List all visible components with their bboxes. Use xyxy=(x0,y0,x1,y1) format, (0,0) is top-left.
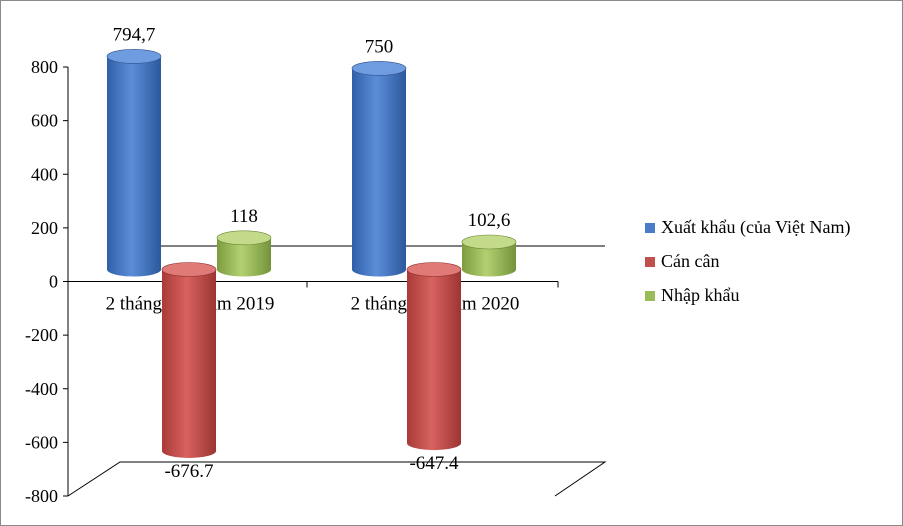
bar-cap xyxy=(106,49,162,64)
bar-body xyxy=(107,56,161,277)
bar-cap xyxy=(216,230,272,246)
bar-body xyxy=(462,241,516,277)
bar-2-1 xyxy=(461,234,517,277)
legend-label: Cán cân xyxy=(661,251,719,271)
y-tick-label: 600 xyxy=(31,111,58,131)
y-tick-label: 400 xyxy=(31,164,58,184)
y-tick-label: -600 xyxy=(25,432,58,452)
floor-outline xyxy=(67,461,607,497)
bar-body xyxy=(162,269,216,458)
bar-cap xyxy=(161,262,217,277)
bar-body xyxy=(407,269,461,451)
y-tick-label: 800 xyxy=(31,57,58,77)
y-tick-label: 200 xyxy=(31,218,58,238)
bar-0-0 xyxy=(106,49,162,277)
bar-2-0 xyxy=(216,230,272,277)
bar-1-1 xyxy=(406,262,462,451)
data-label: 750 xyxy=(365,36,394,57)
data-label: 794,7 xyxy=(113,24,156,45)
y-tick-label: -400 xyxy=(25,379,58,399)
bar-1-0 xyxy=(161,262,217,458)
bars xyxy=(106,49,517,458)
legend-swatch xyxy=(645,291,655,301)
y-axis xyxy=(63,66,559,497)
legend-label: Nhập khẩu xyxy=(661,285,739,305)
data-label: -676.7 xyxy=(164,461,213,482)
data-labels: 794,7 -676.7 118 750 -647.4 102,6 xyxy=(113,24,511,482)
y-tick-label: -200 xyxy=(25,325,58,345)
bar-cap xyxy=(406,262,462,277)
bar-body xyxy=(217,237,271,277)
y-tick-label: 0 xyxy=(49,272,58,292)
data-label: 102,6 xyxy=(468,210,511,231)
bar-body xyxy=(352,68,406,277)
data-label: -647.4 xyxy=(409,453,459,474)
bar-0-1 xyxy=(351,61,407,277)
legend: Xuất khẩu (của Việt Nam) Cán cân Nhập khẩu xyxy=(645,217,851,305)
bar-cap xyxy=(351,61,407,76)
chart-floor xyxy=(67,245,607,497)
bar-cap xyxy=(461,234,517,250)
legend-label: Xuất khẩu (của Việt Nam) xyxy=(661,217,851,238)
legend-swatch xyxy=(645,257,655,267)
y-tick-label: -800 xyxy=(25,486,58,506)
y-tick-labels: 800 600 400 200 0 -200 -400 -600 -800 xyxy=(25,57,58,506)
data-label: 118 xyxy=(230,206,258,227)
legend-swatch xyxy=(645,223,655,233)
